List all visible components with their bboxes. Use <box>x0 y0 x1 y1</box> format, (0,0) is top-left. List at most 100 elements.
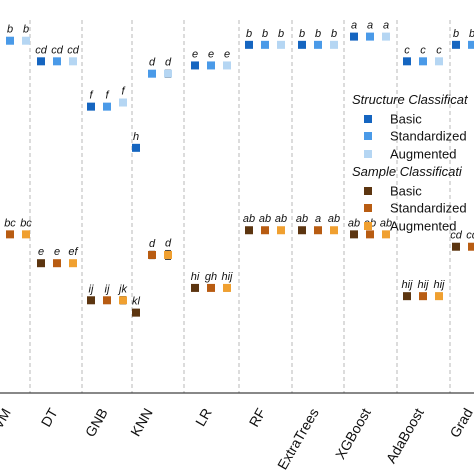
data-point <box>53 259 61 268</box>
data-point <box>69 259 77 268</box>
significance-letter: b <box>278 28 284 40</box>
category-separators <box>29 20 451 393</box>
significance-letter: d <box>165 57 172 69</box>
data-point <box>261 40 269 49</box>
data-point <box>261 226 269 235</box>
significance-letter: f <box>89 90 93 102</box>
data-point <box>314 40 322 49</box>
significance-letter: hij <box>417 279 429 291</box>
significance-letter: b <box>469 28 474 40</box>
data-point <box>207 283 215 292</box>
data-point <box>245 40 253 49</box>
data-point <box>103 296 111 305</box>
legend-swatch <box>364 132 372 140</box>
data-point <box>452 40 460 49</box>
significance-letter: b <box>7 24 13 36</box>
data-point <box>223 283 231 292</box>
significance-letter: a <box>383 20 389 32</box>
significance-letter: b <box>246 28 252 40</box>
data-point <box>191 61 199 70</box>
data-point <box>132 143 140 152</box>
significance-letter: c <box>420 44 426 56</box>
data-point <box>330 40 338 49</box>
data-point <box>435 57 443 66</box>
legend-swatch <box>364 204 372 212</box>
data-point <box>148 69 156 78</box>
significance-letter: ef <box>68 246 78 258</box>
data-point <box>403 57 411 66</box>
data-point <box>419 292 427 301</box>
data-point <box>419 57 427 66</box>
data-point <box>366 230 374 239</box>
data-point <box>87 296 95 305</box>
significance-letter: c <box>404 44 410 56</box>
data-point <box>37 57 45 66</box>
significance-letter: ab <box>348 217 360 229</box>
significance-letter: d <box>165 237 172 249</box>
data-point <box>245 226 253 235</box>
significance-letter: f <box>105 90 109 102</box>
data-point <box>22 36 30 45</box>
legend-label: Standardized <box>390 129 467 144</box>
data-point <box>277 226 285 235</box>
significance-letter: ab <box>296 213 308 225</box>
legend-title: Sample Classificati <box>352 164 463 179</box>
significance-letter: a <box>315 213 321 225</box>
legend-swatch <box>364 115 372 123</box>
data-point <box>207 61 215 70</box>
significance-letter: e <box>192 48 198 60</box>
data-point <box>6 36 14 45</box>
legend-swatch <box>364 222 372 230</box>
significance-letter: bc <box>20 217 32 229</box>
significance-letter: cd <box>450 230 463 242</box>
data-point <box>382 32 390 41</box>
legend-label: Basic <box>390 112 422 127</box>
data-point <box>37 259 45 268</box>
data-point <box>119 296 127 305</box>
significance-letter: a <box>351 20 357 32</box>
significance-letter: e <box>224 48 230 60</box>
data-point <box>330 226 338 235</box>
data-point <box>87 102 95 111</box>
data-point <box>148 250 156 259</box>
data-marks: bcdfhebbacbbcdfdebbacbbcdfdebbacbbceijkl… <box>0 20 474 317</box>
data-point <box>366 32 374 41</box>
x-tick-label: LR <box>192 405 215 429</box>
significance-letter: cd <box>35 44 48 56</box>
data-point <box>403 292 411 301</box>
data-point <box>435 292 443 301</box>
significance-letter: hij <box>433 279 445 291</box>
significance-letter: b <box>23 24 29 36</box>
significance-letter: cd <box>67 44 80 56</box>
significance-letter: b <box>262 28 268 40</box>
significance-letter: bc <box>4 217 16 229</box>
significance-letter: d <box>149 57 156 69</box>
significance-letter: d <box>149 238 156 250</box>
significance-letter: e <box>208 48 214 60</box>
data-point <box>277 40 285 49</box>
legend-label: Augmented <box>390 147 457 162</box>
data-point <box>164 250 172 259</box>
data-point <box>350 32 358 41</box>
significance-letter: b <box>453 28 459 40</box>
significance-letter: hi <box>191 271 200 283</box>
data-point <box>53 57 61 66</box>
significance-letter: h <box>133 131 139 143</box>
significance-letter: c <box>436 44 442 56</box>
data-point <box>468 242 474 251</box>
data-point <box>298 226 306 235</box>
significance-letter: a <box>367 20 373 32</box>
data-point <box>22 230 30 239</box>
significance-letter: ab <box>380 217 392 229</box>
legend-title: Structure Classificat <box>352 92 469 107</box>
legend-swatch <box>364 187 372 195</box>
significance-letter: jk <box>117 283 127 295</box>
significance-letter: e <box>54 246 60 258</box>
significance-letter: ab <box>243 213 255 225</box>
significance-letter: ij <box>105 283 110 295</box>
significance-letter: cd <box>51 44 64 56</box>
legend-swatch <box>364 150 372 158</box>
significance-letter: ij <box>89 283 94 295</box>
data-point <box>298 40 306 49</box>
